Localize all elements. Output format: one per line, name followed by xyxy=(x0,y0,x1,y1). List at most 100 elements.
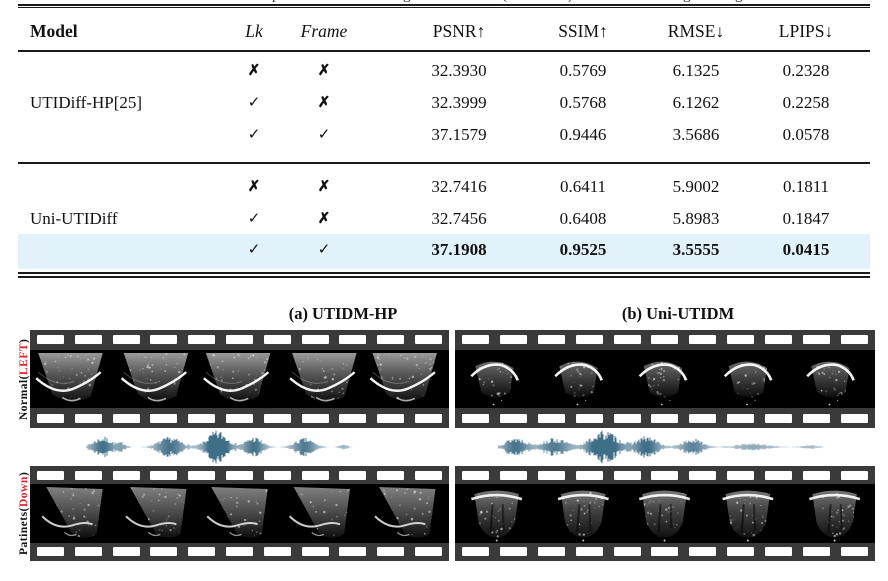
sprocket-hole xyxy=(765,413,793,423)
filmstrip-image-band xyxy=(455,349,875,409)
sprocket-hole xyxy=(727,547,755,557)
table-rule-header xyxy=(18,50,870,52)
metric-value-lpips: 0.1847 xyxy=(782,209,830,228)
metric-value-psnr: 37.1908 xyxy=(431,240,487,259)
check-mark: ✓ xyxy=(317,242,331,258)
sprocket-hole xyxy=(727,413,755,423)
sprocket-hole xyxy=(651,413,679,423)
check-mark: ✓ xyxy=(247,95,261,111)
ultrasound-frame-image xyxy=(540,484,622,543)
sprocket-hole xyxy=(188,470,216,480)
row-label-part: ) xyxy=(18,338,30,344)
ultrasound-frame xyxy=(708,484,790,543)
sprocket-hole xyxy=(803,335,831,345)
ultrasound-frame xyxy=(366,349,447,409)
sprocket-hole xyxy=(112,547,140,557)
filmstrip-image-band xyxy=(30,484,449,543)
sprocket-hole xyxy=(37,470,64,480)
ultrasound-frame-image xyxy=(199,484,280,543)
sprocket-hole xyxy=(263,547,291,557)
sprocket-hole xyxy=(339,335,367,345)
ultrasound-frame-image xyxy=(457,349,538,409)
sprocket-hole xyxy=(37,413,64,423)
sprocket-hole xyxy=(462,413,489,423)
cross-mark: ✗ xyxy=(317,179,331,195)
caption-letter-fragment: p xyxy=(272,0,280,4)
sprocket-hole xyxy=(803,413,831,423)
column-header-psnr: PSNR↑ xyxy=(432,21,486,41)
sprocket-hole xyxy=(575,547,603,557)
sprocket-holes-top xyxy=(30,466,449,484)
sprocket-hole xyxy=(651,547,679,557)
sprocket-hole xyxy=(765,470,793,480)
metric-value-psnr: 32.7456 xyxy=(431,209,487,228)
sprocket-hole xyxy=(840,547,868,557)
ultrasound-frame-image xyxy=(624,484,706,543)
sprocket-hole xyxy=(765,547,793,557)
ultrasound-frame xyxy=(457,349,538,409)
metric-value-ssim: 0.6408 xyxy=(559,209,607,228)
ultrasound-frame xyxy=(115,484,197,543)
metric-value-lpips: 0.2258 xyxy=(782,93,830,112)
metric-value-psnr: 32.3999 xyxy=(431,93,487,112)
metric-value-rmse: 3.5555 xyxy=(672,240,720,259)
row-label-part: LEFT xyxy=(18,343,30,376)
row-label-part: Normal( xyxy=(18,375,30,421)
sprocket-hole xyxy=(414,547,442,557)
sprocket-hole xyxy=(377,547,405,557)
sprocket-hole xyxy=(462,335,489,345)
sprocket-holes-bottom xyxy=(30,408,449,428)
ultrasound-frame-image xyxy=(199,349,280,409)
sprocket-hole xyxy=(74,470,102,480)
sprocket-hole xyxy=(37,335,64,345)
model-name: Uni-UTIDiff xyxy=(30,209,118,228)
metric-value-rmse: 6.1325 xyxy=(672,61,720,80)
sprocket-hole xyxy=(150,470,178,480)
cross-mark: ✗ xyxy=(247,63,261,79)
metric-value-ssim: 0.9446 xyxy=(559,125,607,144)
check-mark: ✓ xyxy=(247,127,261,143)
sprocket-hole xyxy=(765,335,793,345)
cross-mark: ✗ xyxy=(317,95,331,111)
ultrasound-frame xyxy=(32,484,113,543)
ultrasound-frame xyxy=(792,349,873,409)
table-rule-bottom-1 xyxy=(18,272,870,274)
sprocket-hole xyxy=(537,335,565,345)
sprocket-hole xyxy=(263,470,291,480)
row-label-part: Down xyxy=(18,476,30,508)
column-header-lpips: LPIPS↓ xyxy=(778,21,834,41)
sprocket-hole xyxy=(499,413,527,423)
subcaption-b: (b) Uni-UTIDM xyxy=(621,304,735,323)
sprocket-hole xyxy=(188,547,216,557)
model-name: UTIDiff-HP[25] xyxy=(30,93,143,112)
caption-letter-fragment: ) xyxy=(568,0,573,4)
sprocket-hole xyxy=(613,547,641,557)
ultrasound-frame-image xyxy=(540,349,622,409)
ultrasound-frame xyxy=(708,349,790,409)
sprocket-hole xyxy=(651,470,679,480)
sprocket-hole xyxy=(225,335,253,345)
sprocket-hole xyxy=(462,470,489,480)
table-rule-top-thick xyxy=(18,4,870,6)
sprocket-hole xyxy=(537,413,565,423)
ultrasound-frame xyxy=(624,484,706,543)
metric-value-psnr: 32.3930 xyxy=(431,61,487,80)
sprocket-hole xyxy=(575,413,603,423)
sprocket-hole xyxy=(840,413,868,423)
ultrasound-frame-image xyxy=(792,349,873,409)
sprocket-hole xyxy=(537,470,565,480)
filmstrip-image-band xyxy=(30,349,449,409)
sprocket-hole xyxy=(225,470,253,480)
table-rule-group xyxy=(18,162,870,164)
ultrasound-frame-image xyxy=(32,349,113,409)
sprocket-hole xyxy=(150,547,178,557)
ultrasound-frame-image xyxy=(32,484,113,543)
sprocket-hole xyxy=(188,335,216,345)
ultrasound-frame-image xyxy=(708,349,790,409)
sprocket-hole xyxy=(377,413,405,423)
sprocket-hole xyxy=(377,335,405,345)
sprocket-hole xyxy=(803,547,831,557)
sprocket-hole xyxy=(613,470,641,480)
sprocket-hole xyxy=(150,335,178,345)
ultrasound-frame xyxy=(457,484,538,543)
